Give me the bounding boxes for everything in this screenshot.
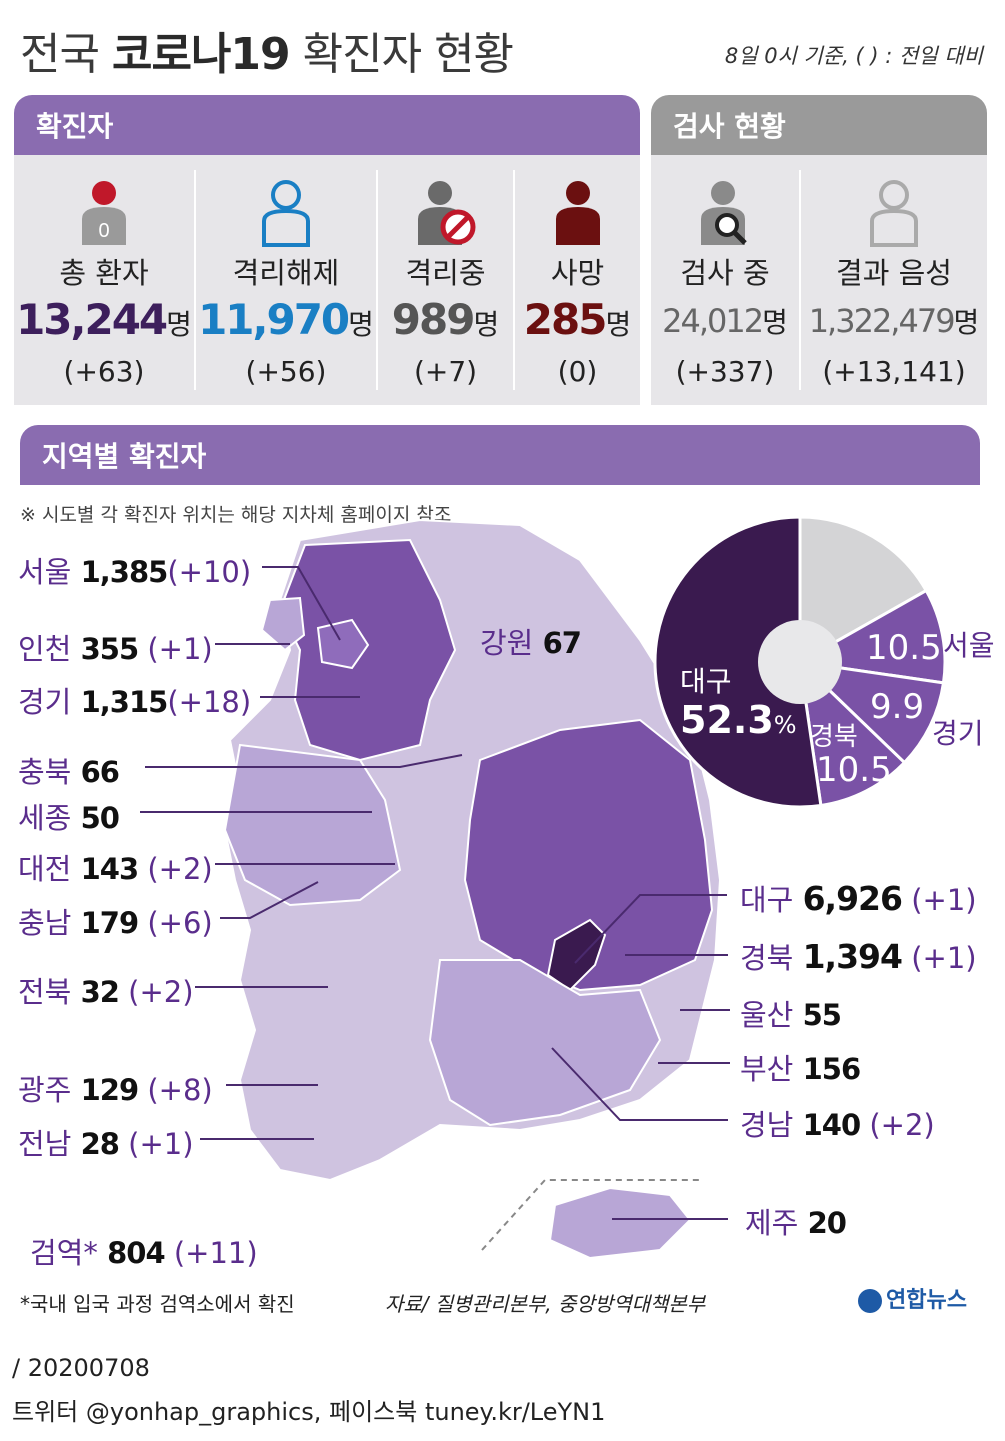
region-label-daegu: 대구 6,926 (+1) [740, 879, 977, 918]
stat-released-value: 11,970명 [198, 295, 374, 344]
stat-negative: 결과 음성 1,322,479명 (+13,141) [801, 155, 987, 405]
pie-slice-4 [798, 515, 929, 665]
leader-lines [140, 566, 730, 1220]
isolated-person-icon [417, 181, 475, 245]
region-label-gyeonggi: 경기 1,315(+18) [18, 685, 252, 719]
region-label-gwangju: 광주 129 (+8) [18, 1073, 213, 1107]
logo-mark-icon [858, 1289, 882, 1313]
pie-label-gg-name: 경기 [932, 717, 984, 750]
stat-deaths: 사망 285명 (0) [515, 155, 640, 405]
map-daegu [546, 918, 607, 992]
region-label-gyeongnam: 경남 140 (+2) [740, 1108, 935, 1142]
region-label-jeonnam: 전남 28 (+1) [18, 1127, 194, 1161]
date: / 20200708 [12, 1354, 150, 1382]
patient-icon: 0 [82, 181, 126, 245]
stat-deaths-value: 285명 [523, 295, 632, 344]
map-jeju [548, 1186, 692, 1260]
stat-total-value: 13,244명 [16, 295, 192, 344]
pie-label-daegu-value: 52.3% [680, 698, 797, 742]
death-person-icon [555, 181, 600, 245]
page-title: 전국 코로나19 확진자 현황 [20, 29, 514, 80]
region-label-jeonbuk: 전북 32 (+2) [18, 975, 194, 1009]
region-label-gangwon: 강원 67 [480, 626, 582, 660]
footnote: *국내 입국 과정 검역소에서 확진 [20, 1292, 295, 1316]
map-gyeonggi [278, 538, 457, 762]
stat-released-change: (+56) [245, 355, 327, 388]
confirmed-panel [14, 155, 640, 405]
divider [376, 170, 378, 390]
pie-slice-2 [795, 659, 946, 765]
stat-deaths-label: 사망 [550, 256, 605, 290]
stat-testing-value: 24,012명 [662, 302, 788, 340]
region-label-ulsan: 울산 55 [740, 998, 842, 1032]
source: 자료/ 질병관리본부, 중앙방역대책본부 [385, 1292, 706, 1316]
region-header: 지역별 확진자 [20, 425, 980, 485]
stat-total-label: 총 환자 [59, 256, 149, 290]
stat-negative-change: (+13,141) [822, 355, 966, 388]
stat-released-label: 격리해제 [232, 256, 340, 290]
social-links: 트위터 @yonhap_graphics, 페이스북 tuney.kr/LeYN… [12, 1398, 606, 1426]
stat-isolated: 격리중 989명 (+7) [378, 155, 513, 405]
stat-negative-label: 결과 음성 [836, 256, 952, 290]
stat-released: 격리해제 11,970명 (+56) [196, 155, 376, 405]
testing-header: 검사 현황 [651, 95, 987, 155]
patient-icon-count: 0 [98, 220, 109, 242]
stat-isolated-label: 격리중 [405, 256, 486, 290]
stat-testing: 검사 중 24,012명 (+337) [651, 155, 799, 405]
stat-testing-change: (+337) [675, 355, 775, 388]
stat-deaths-change: (0) [557, 355, 598, 388]
share-pie-chart [653, 515, 947, 809]
map-gyeongbuk [463, 718, 714, 992]
released-person-icon [262, 180, 310, 247]
map-gyeongnam [428, 959, 662, 1127]
region-label-jeju: 제주 20 [745, 1206, 847, 1240]
region-label-chungbuk: 충북 66 [18, 755, 120, 789]
stat-isolated-change: (+7) [413, 355, 478, 388]
pie-label-gb-value: 10.5 [816, 750, 892, 790]
region-label-daejeon: 대전 143 (+2) [18, 852, 213, 886]
region-label-gyeongbuk: 경북 1,394 (+1) [740, 937, 977, 976]
region-label-incheon: 인천 355 (+1) [18, 632, 213, 666]
pie-label-daegu-name: 대구 [680, 665, 732, 698]
testing-magnifier-icon [701, 181, 747, 245]
stat-testing-label: 검사 중 [680, 256, 770, 290]
region-label-seoul: 서울 1,385(+10) [18, 555, 252, 589]
pie-label-seoul-value: 10.5 [866, 628, 942, 668]
divider [513, 170, 515, 390]
pie-slice-0 [653, 515, 823, 809]
stat-total: 0 총 환자 13,244명 (+63) [14, 155, 194, 405]
pie-label-gg-value: 9.9 [870, 687, 925, 727]
pie-center-hole [758, 620, 842, 704]
region-label-sejong: 세종 50 [18, 801, 120, 835]
pie-slice-3 [797, 657, 907, 808]
divider [194, 170, 196, 390]
stat-isolated-value: 989명 [391, 295, 500, 344]
testing-panel [651, 155, 987, 405]
stat-negative-value: 1,322,479명 [808, 302, 980, 340]
negative-person-icon [870, 180, 918, 247]
yonhap-logo: 연합뉴스 [858, 1282, 967, 1314]
map-seoul [316, 618, 370, 670]
stat-total-change: (+63) [63, 355, 145, 388]
basis-note: 8일 0시 기준, ( ) : 전일 대비 [724, 44, 983, 68]
region-note: ※ 시도별 각 확진자 위치는 해당 지차체 홈페이지 참조 [20, 504, 452, 526]
pie-label-seoul-name: 서울 [943, 629, 995, 662]
divider [799, 170, 801, 390]
pie-label-gb-name: 경북 [810, 722, 858, 752]
region-label-busan: 부산 156 [740, 1052, 861, 1086]
region-label-quarantine: 검역* 804 (+11) [30, 1236, 258, 1270]
map-incheon [260, 596, 306, 652]
confirmed-header: 확진자 [14, 95, 640, 155]
region-label-chungnam: 충남 179 (+6) [18, 906, 213, 940]
